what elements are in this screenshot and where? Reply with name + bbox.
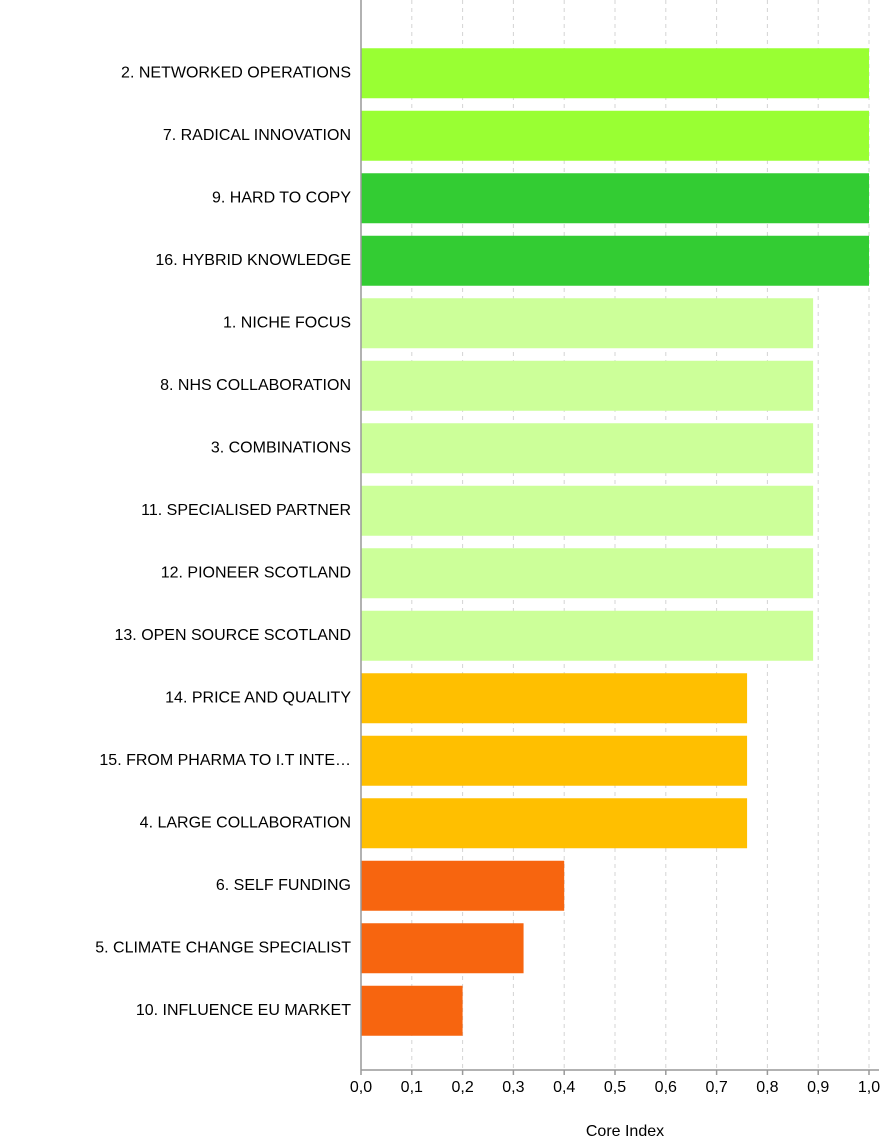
bar: [361, 860, 565, 911]
y-tick-label: 3. COMBINATIONS: [211, 439, 351, 456]
bar: [361, 923, 524, 974]
y-tick-label: 9. HARD TO COPY: [212, 189, 351, 206]
y-tick-label: 8. NHS COLLABORATION: [160, 377, 351, 394]
y-tick-label: 5. CLIMATE CHANGE SPECIALIST: [95, 939, 351, 956]
x-tick-label: 0,7: [705, 1079, 727, 1096]
bar: [361, 485, 814, 536]
y-tick-label: 16. HYBRID KNOWLEDGE: [155, 252, 351, 269]
y-tick-label: 1. NICHE FOCUS: [223, 314, 351, 331]
bar: [361, 235, 869, 286]
y-tick-label: 13. OPEN SOURCE SCOTLAND: [115, 627, 352, 644]
x-tick-label: 0,4: [553, 1079, 575, 1096]
y-tick-label: 12. PIONEER SCOTLAND: [161, 564, 351, 581]
y-tick-label: 11. SPECIALISED PARTNER: [141, 502, 351, 519]
y-tick-label: 15. FROM PHARMA TO I.T INTE…: [99, 752, 351, 769]
y-tick-label: 10. INFLUENCE EU MARKET: [136, 1002, 351, 1019]
y-tick-label: 7. RADICAL INNOVATION: [163, 127, 351, 144]
bar: [361, 673, 748, 724]
x-tick-label: 0,0: [350, 1079, 372, 1096]
bar: [361, 298, 814, 349]
x-axis-label: Core Index: [586, 1123, 664, 1140]
x-tick-label: 0,8: [756, 1079, 778, 1096]
bar: [361, 110, 869, 161]
x-tick-label: 0,9: [807, 1079, 829, 1096]
y-tick-label: 4. LARGE COLLABORATION: [140, 814, 351, 831]
x-tick-label: 1,0: [858, 1079, 880, 1096]
y-tick-label: 2. NETWORKED OPERATIONS: [121, 64, 351, 81]
x-tick-label: 0,5: [604, 1079, 626, 1096]
x-tick-label: 0,3: [502, 1079, 524, 1096]
y-tick-label: 6. SELF FUNDING: [216, 877, 351, 894]
bar: [361, 173, 869, 224]
bar: [361, 985, 463, 1036]
bar: [361, 423, 814, 474]
bar: [361, 360, 814, 411]
y-tick-label: 14. PRICE AND QUALITY: [165, 689, 351, 706]
bar: [361, 548, 814, 599]
x-tick-label: 0,6: [655, 1079, 677, 1096]
x-tick-label: 0,1: [401, 1079, 423, 1096]
bar: [361, 735, 748, 786]
bar: [361, 610, 814, 661]
x-tick-label: 0,2: [451, 1079, 473, 1096]
bar: [361, 798, 748, 849]
bar: [361, 48, 869, 99]
